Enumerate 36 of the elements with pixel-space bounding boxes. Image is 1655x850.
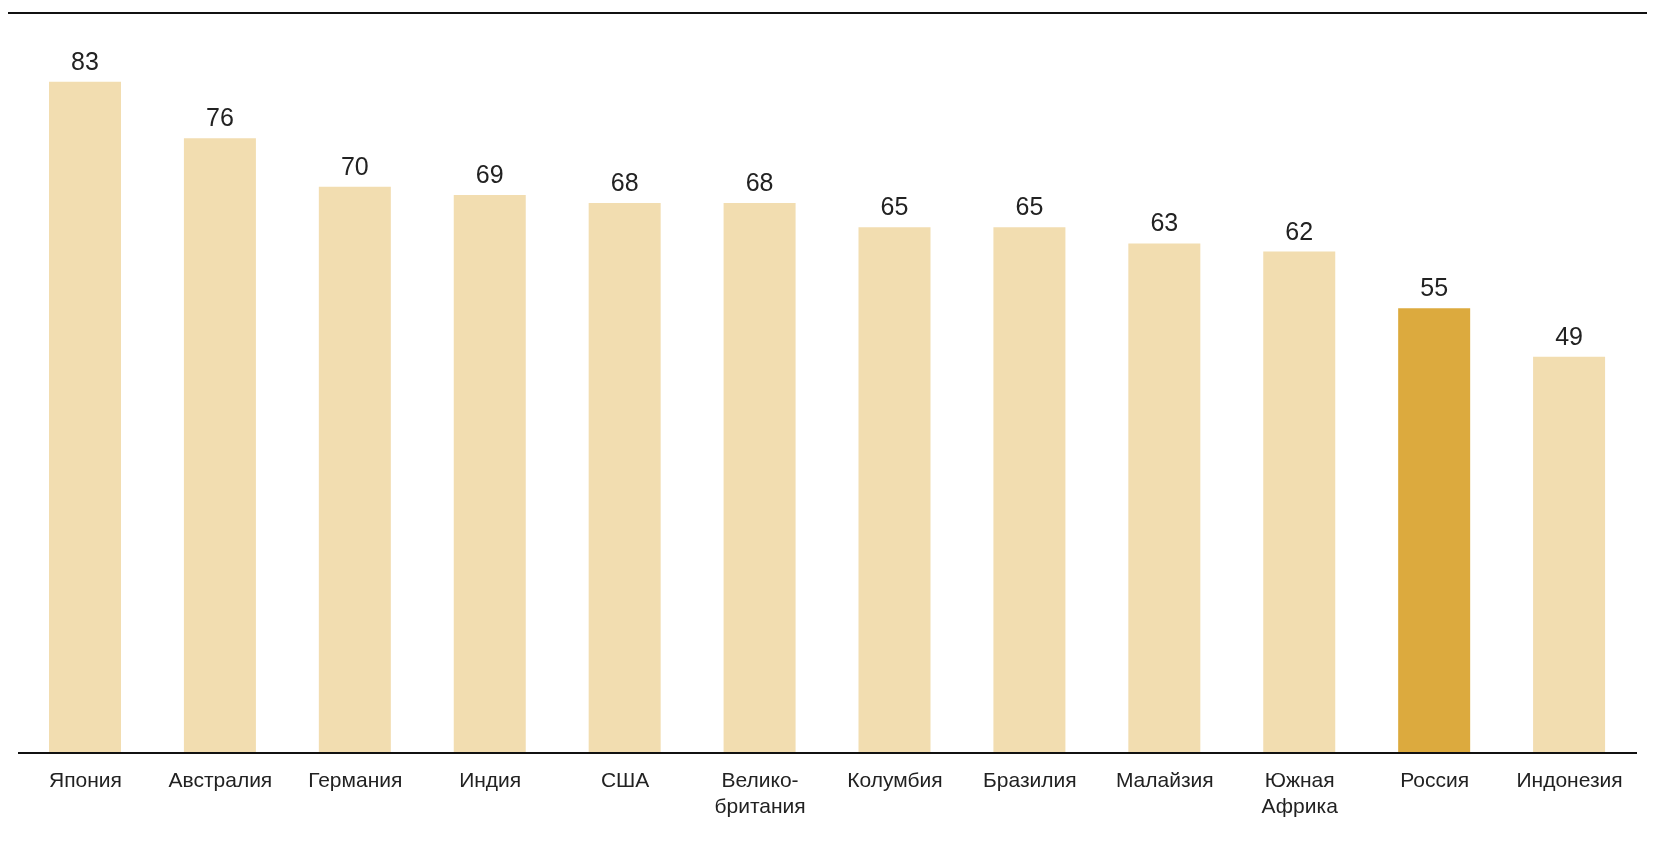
bar (588, 203, 661, 753)
data-label: 69 (475, 159, 504, 188)
x-tick-label: Индия (459, 768, 522, 791)
bar (318, 186, 391, 753)
x-tick-label: Колумбия (847, 768, 943, 791)
bar (1398, 308, 1471, 753)
data-label: 62 (1285, 216, 1314, 245)
bar (1263, 251, 1336, 753)
bar (858, 227, 931, 753)
x-tick-label: Япония (49, 768, 122, 791)
data-label: 83 (71, 46, 99, 75)
x-tick-label: Россия (1400, 768, 1470, 791)
x-tick-label: Индонезия (1516, 768, 1623, 791)
x-tick-label: Германия (308, 768, 403, 791)
bar (723, 203, 796, 753)
data-label: 68 (610, 168, 639, 197)
data-label: 49 (1555, 321, 1583, 350)
x-tick-label: Бразилия (983, 768, 1077, 791)
bar (993, 227, 1066, 753)
data-label: 68 (745, 168, 774, 197)
data-label: 65 (880, 192, 909, 221)
data-label: 76 (206, 103, 234, 132)
bar (453, 194, 526, 753)
x-tick-label: Велико-британия (714, 768, 806, 817)
x-tick-label: Южная Африка (1261, 768, 1339, 817)
data-label: 70 (340, 151, 369, 180)
x-tick-label: Малайзия (1115, 768, 1214, 791)
data-label: 65 (1015, 192, 1044, 221)
bar (1128, 243, 1201, 753)
x-tick-label: Австралия (168, 768, 273, 791)
bar (1533, 356, 1606, 753)
data-label: 63 (1150, 208, 1179, 237)
x-tick-label: США (600, 768, 650, 791)
bar (49, 81, 121, 753)
bar (183, 138, 256, 753)
data-label: 55 (1420, 273, 1449, 302)
